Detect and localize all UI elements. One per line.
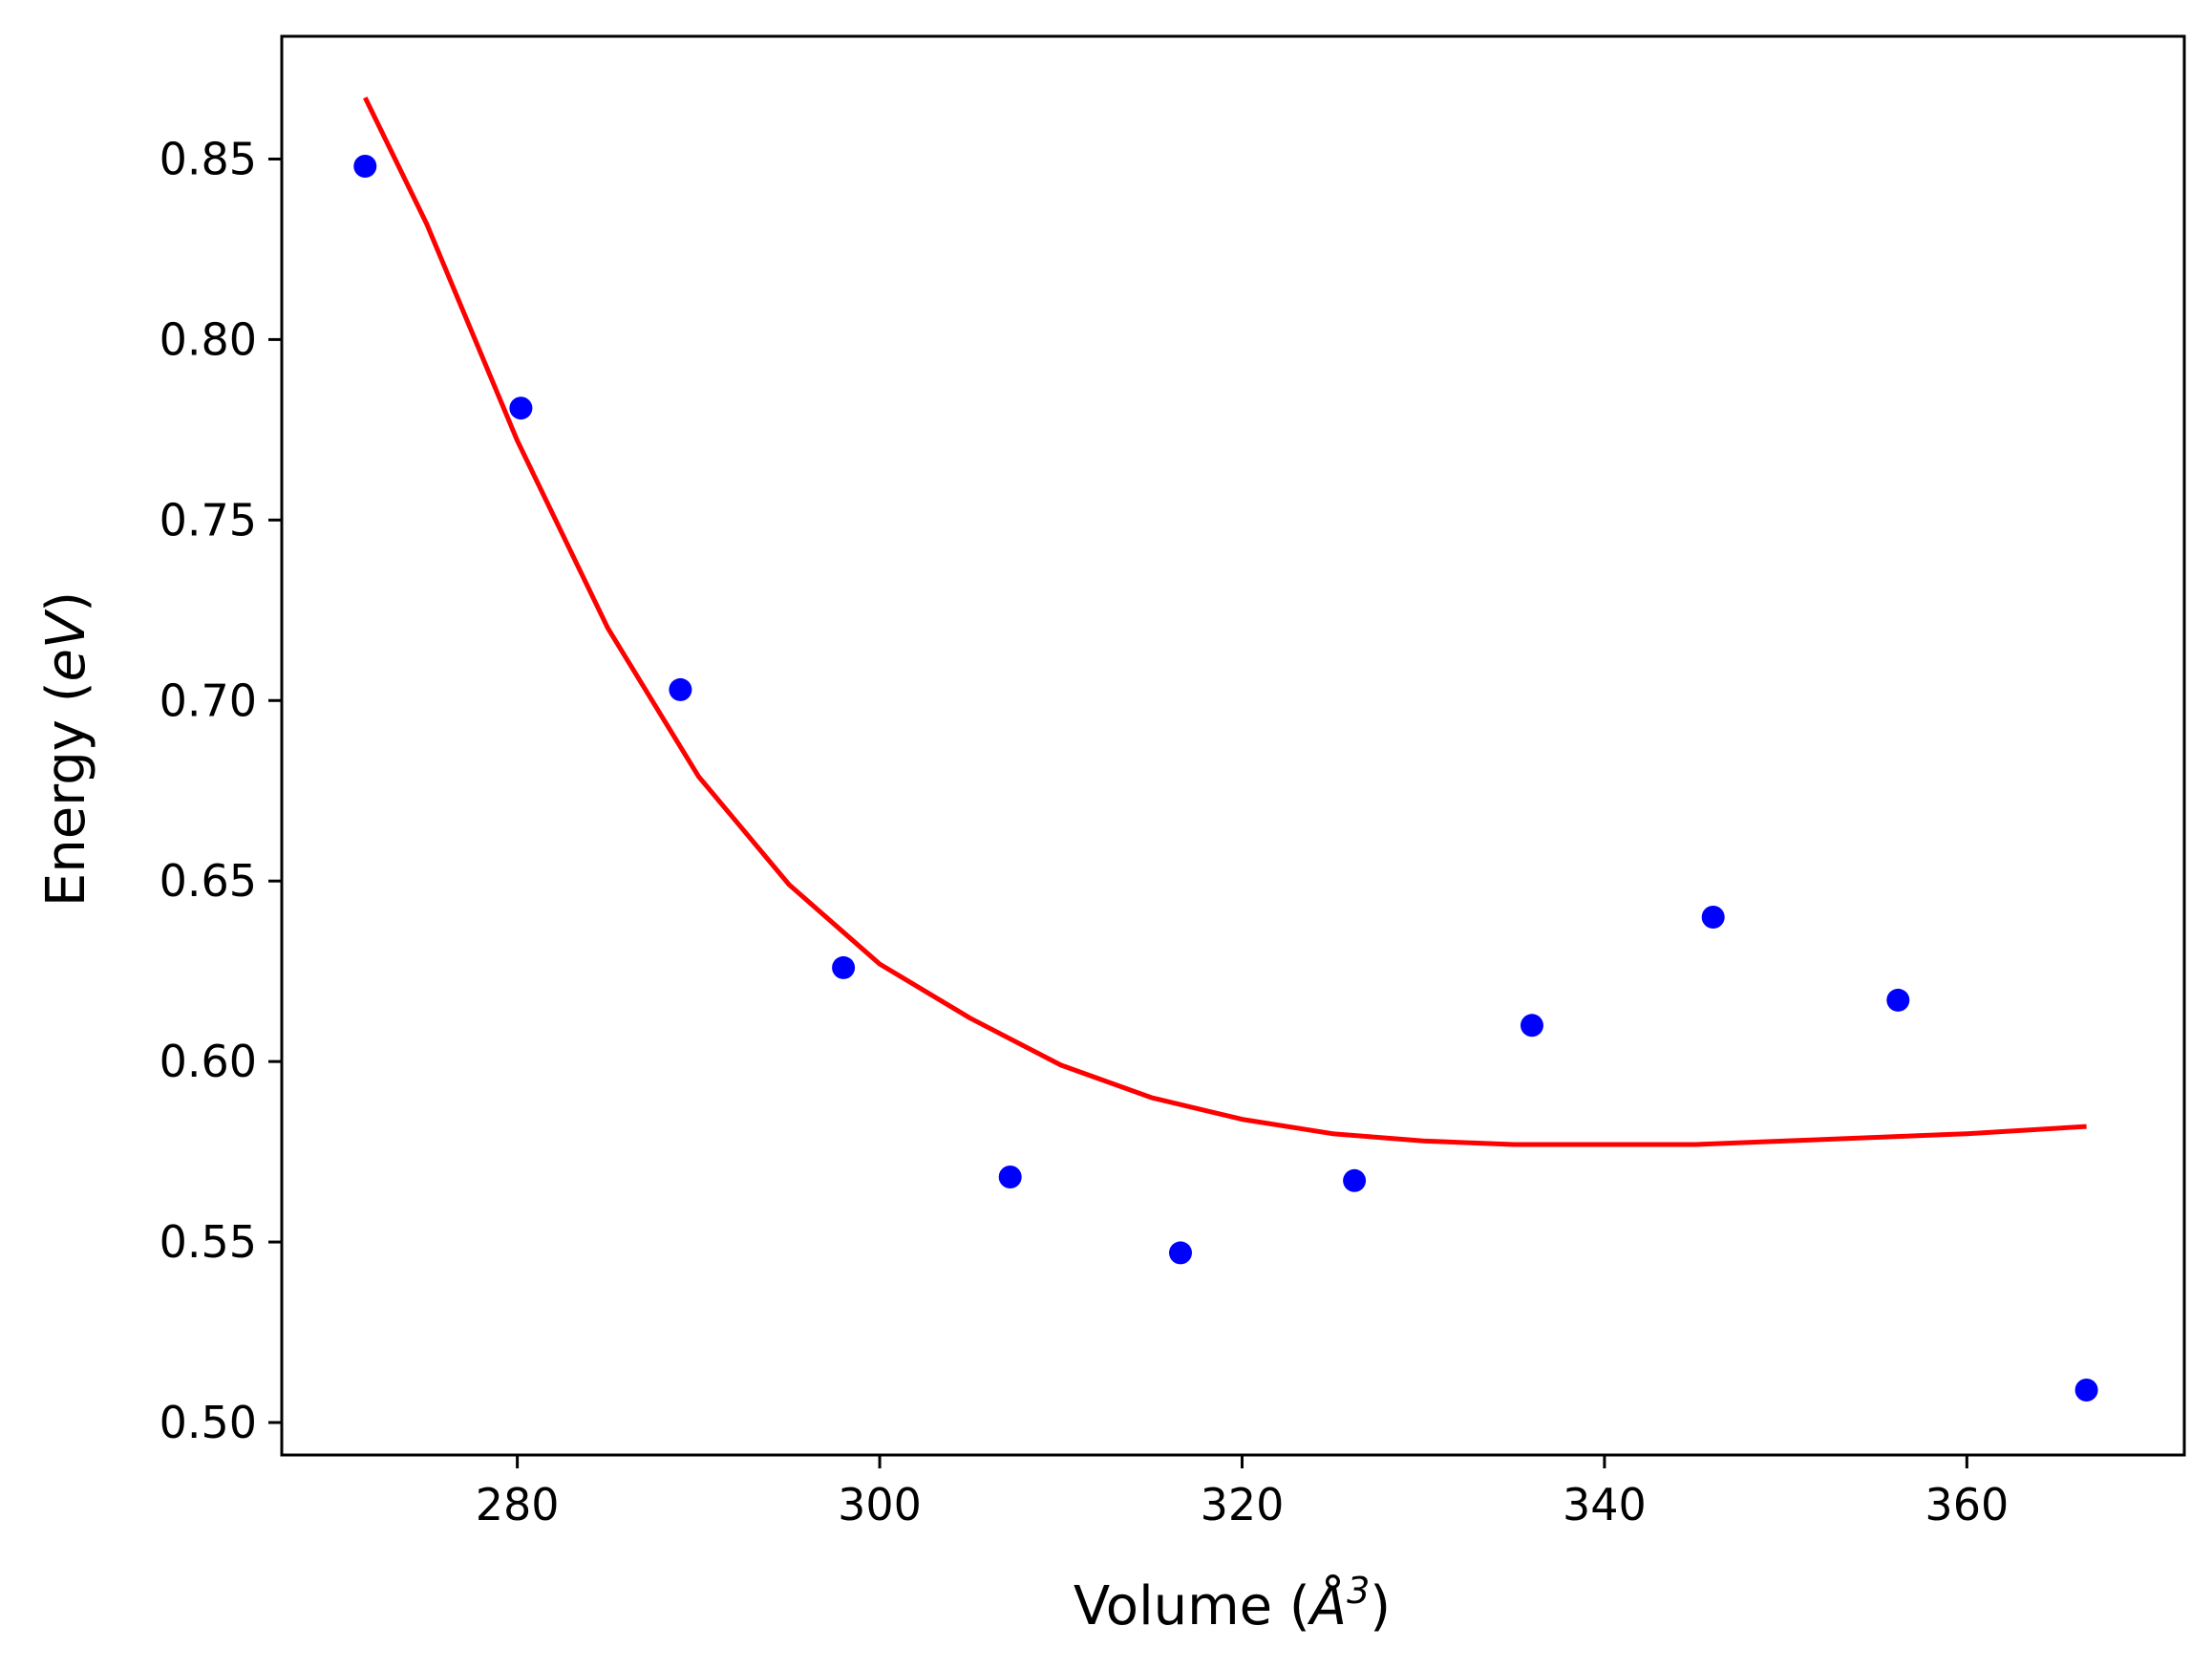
y-axis-label-close: ) xyxy=(35,591,97,612)
x-axis-ticks: 280 300 320 340 360 xyxy=(476,1455,2009,1530)
data-point xyxy=(669,677,692,701)
x-tick-label: 300 xyxy=(838,1479,922,1530)
y-tick-label: 0.55 xyxy=(160,1216,257,1268)
x-axis-label-unit: Å xyxy=(1308,1574,1347,1637)
data-point xyxy=(1169,1241,1192,1265)
data-point xyxy=(998,1166,1022,1188)
y-tick-label: 0.50 xyxy=(160,1397,257,1448)
data-point xyxy=(1521,1014,1543,1038)
y-axis-label-unit: eV xyxy=(35,609,97,681)
y-tick-label: 0.65 xyxy=(160,855,257,907)
y-axis-label: Energy (eV) xyxy=(35,591,97,907)
x-tick-label: 360 xyxy=(1925,1479,2009,1530)
fit-curve xyxy=(363,96,2087,1147)
plot-frame xyxy=(280,34,2186,1457)
x-axis-label: Volume (Å3) xyxy=(1074,1570,1391,1637)
y-tick-label: 0.75 xyxy=(160,494,257,546)
data-point xyxy=(2074,1379,2098,1402)
x-axis-label-exponent: 3 xyxy=(1347,1570,1370,1612)
data-point xyxy=(1701,906,1725,929)
y-tick-label: 0.70 xyxy=(160,674,257,726)
data-point xyxy=(832,955,856,979)
y-tick-label: 0.85 xyxy=(160,133,257,184)
y-tick-label: 0.80 xyxy=(160,313,257,365)
y-tick-label: 0.60 xyxy=(160,1036,257,1087)
x-tick-label: 340 xyxy=(1563,1479,1647,1530)
data-point xyxy=(509,396,533,420)
data-point xyxy=(1343,1168,1367,1192)
y-axis-ticks: 0.50 0.55 0.60 0.65 0.70 0.75 0.80 0.85 xyxy=(160,133,282,1448)
x-axis-label-close: ) xyxy=(1370,1575,1391,1637)
x-axis-label-main: Volume ( xyxy=(1074,1575,1310,1637)
data-point xyxy=(1886,988,1910,1012)
x-tick-label: 320 xyxy=(1201,1479,1285,1530)
plot-marks xyxy=(353,96,2098,1402)
y-axis-label-main: Energy ( xyxy=(35,681,97,907)
x-tick-label: 280 xyxy=(476,1479,560,1530)
data-point xyxy=(353,155,377,178)
